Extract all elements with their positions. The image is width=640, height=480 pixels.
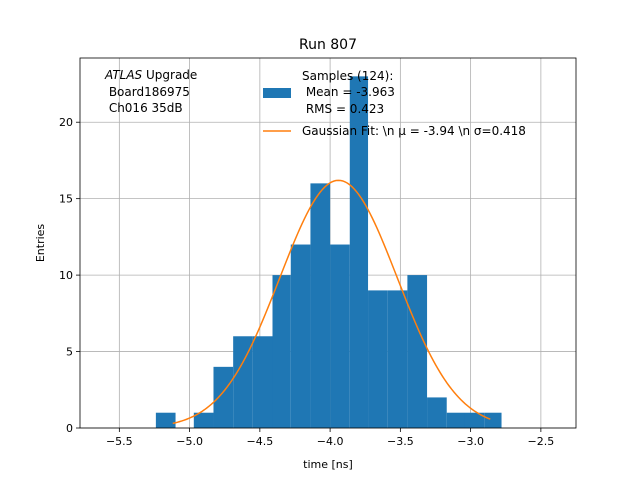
y-tick-label: 10	[59, 269, 73, 282]
legend: Samples (124): Mean = -3.963 RMS = 0.423…	[263, 69, 526, 138]
histogram-bar	[290, 244, 311, 428]
x-tick-label: −3.5	[387, 435, 414, 448]
y-axis-label: Entries	[34, 224, 47, 263]
annotation-atlas: ATLAS	[104, 68, 143, 82]
x-tick-label: −4.5	[246, 435, 273, 448]
legend-histogram-line-2: Mean = -3.963	[302, 85, 395, 99]
x-axis-ticks: −5.5 −5.0 −4.5 −4.0 −3.5 −3.0 −2.5	[106, 428, 554, 448]
histogram-bar	[446, 412, 465, 428]
x-tick-label: −2.5	[528, 435, 555, 448]
histogram-bar	[252, 336, 273, 428]
gaussian-fit-curve	[172, 179, 491, 425]
histogram-bar	[155, 412, 176, 428]
x-axis-label: time [ns]	[303, 458, 353, 471]
histogram-bar	[484, 412, 502, 428]
histogram-bars	[155, 76, 502, 428]
legend-fit-label: Gaussian Fit: \n μ = -3.94 \n σ=0.418	[302, 124, 526, 138]
histogram-bar	[387, 290, 408, 428]
annotation-line-1: ATLAS Upgrade	[104, 68, 197, 82]
plot-area-frame	[79, 57, 577, 429]
annotation-upgrade: Upgrade	[142, 68, 197, 82]
histogram-bar	[368, 290, 388, 428]
annotation-line-3: Ch016 35dB	[105, 101, 183, 115]
y-tick-label: 5	[66, 346, 73, 359]
chart-title: Run 807	[299, 37, 357, 53]
histogram-bar	[310, 183, 331, 428]
legend-histogram-line-1: Samples (124):	[302, 69, 393, 83]
x-tick-label: −5.0	[176, 435, 203, 448]
histogram-bar	[213, 366, 234, 428]
y-axis-ticks: 0 5 10 15 20	[59, 116, 80, 435]
legend-histogram-patch	[263, 88, 291, 98]
y-tick-label: 20	[59, 116, 73, 129]
histogram-bar	[233, 336, 253, 428]
x-tick-label: −3.0	[457, 435, 484, 448]
histogram-bar	[193, 412, 214, 428]
atlas-annotation: ATLAS Upgrade Board186975 Ch016 35dB	[104, 68, 197, 115]
annotation-line-2: Board186975	[105, 85, 190, 99]
histogram-bar	[464, 412, 485, 428]
x-tick-label: −4.0	[317, 435, 344, 448]
y-tick-label: 0	[66, 422, 73, 435]
histogram-bar	[427, 397, 447, 428]
x-tick-label: −5.5	[106, 435, 133, 448]
histogram-bar	[349, 76, 369, 428]
histogram-bar	[330, 244, 350, 428]
histogram-bar	[407, 275, 428, 428]
y-tick-label: 15	[59, 193, 73, 206]
legend-histogram-line-3: RMS = 0.423	[302, 102, 384, 116]
histogram-bar	[272, 275, 291, 428]
